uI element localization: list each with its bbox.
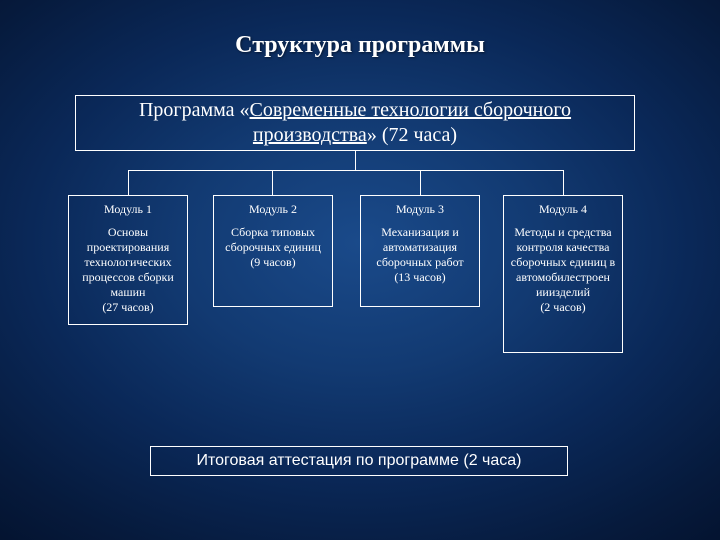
connector-drop-3: [420, 170, 421, 195]
module-2-body: Сборка типовых сборочных единиц: [218, 225, 328, 255]
module-4: Модуль 4 Методы и средства контроля каче…: [503, 195, 623, 353]
program-prefix: Программа «: [139, 99, 250, 121]
module-1-hours: (27 часов): [73, 300, 183, 315]
module-2-title: Модуль 2: [218, 202, 328, 217]
connector-drop-4: [563, 170, 564, 195]
page-title: Структура программы: [0, 32, 720, 59]
module-4-title: Модуль 4: [508, 202, 618, 217]
program-suffix: » (72 часа): [367, 124, 457, 146]
module-3-title: Модуль 3: [365, 202, 475, 217]
module-3-body: Механизация и автоматизация сборочных ра…: [365, 225, 475, 270]
module-4-hours: (2 часов): [508, 300, 618, 315]
connector-horizontal: [128, 170, 564, 171]
attestation-box: Итоговая аттестация по программе (2 часа…: [150, 446, 568, 476]
module-2-hours: (9 часов): [218, 255, 328, 270]
module-2: Модуль 2 Сборка типовых сборочных единиц…: [213, 195, 333, 307]
module-4-body: Методы и средства контроля качества сбор…: [508, 225, 618, 300]
module-1-body: Основы проектирования технологических пр…: [73, 225, 183, 300]
module-1: Модуль 1 Основы проектирования технологи…: [68, 195, 188, 325]
program-text: Программа «Современные технологии сбороч…: [76, 98, 634, 148]
program-box: Программа «Современные технологии сбороч…: [75, 95, 635, 151]
module-3-hours: (13 часов): [365, 270, 475, 285]
connector-main-drop: [355, 151, 356, 170]
module-3: Модуль 3 Механизация и автоматизация сбо…: [360, 195, 480, 307]
module-1-title: Модуль 1: [73, 202, 183, 217]
connector-drop-1: [128, 170, 129, 195]
connector-drop-2: [272, 170, 273, 195]
